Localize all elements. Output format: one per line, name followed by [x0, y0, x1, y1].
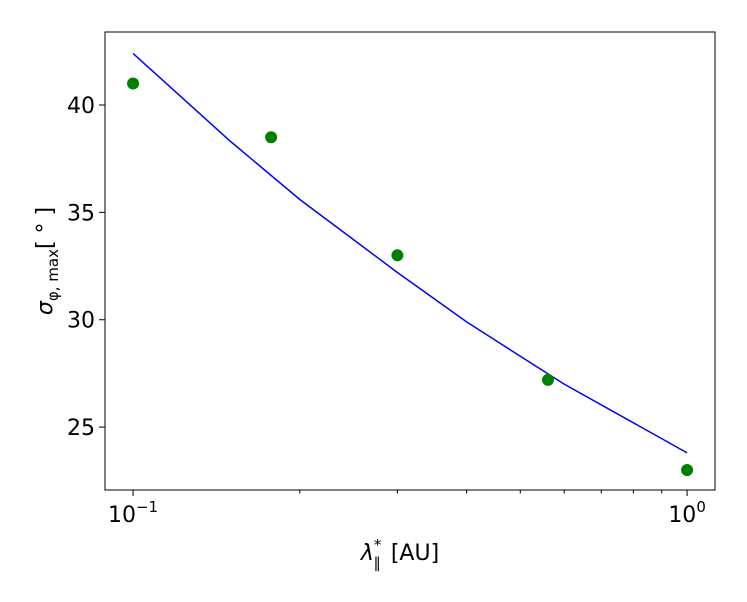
x-label-sub: ∥: [373, 554, 381, 572]
x-tick-exponent: −1: [136, 498, 158, 516]
x-axis-label: λ* ∥ [AU]: [360, 536, 439, 572]
y-tick-label: 40: [67, 94, 95, 119]
x-label-unit: [AU]: [391, 541, 439, 566]
y-label-unit: [ ° ]: [33, 207, 58, 249]
data-point: [265, 131, 278, 144]
y-tick-label: 35: [67, 201, 95, 226]
data-point: [391, 249, 404, 262]
data-point: [681, 464, 694, 477]
y-label-sub: φ, max: [44, 249, 62, 301]
y-axis-label: σφ, max[ ° ]: [33, 207, 62, 315]
y-tick-label: 25: [67, 416, 95, 441]
y-label-symbol: σ: [33, 300, 58, 315]
plot-frame: [104, 31, 716, 491]
x-tick-base: 10: [668, 503, 696, 528]
data-point: [127, 77, 140, 90]
x-label-sup: *: [374, 536, 382, 554]
x-label-symbol: λ: [360, 541, 374, 566]
y-tick-label: 30: [67, 309, 95, 334]
data-point: [542, 373, 555, 386]
x-tick-base: 10: [108, 503, 136, 528]
x-tick-exponent: 0: [696, 498, 706, 516]
x-tick-label: 100: [668, 498, 706, 528]
fit-line: [132, 52, 688, 454]
x-tick-label: 10−1: [108, 498, 158, 528]
